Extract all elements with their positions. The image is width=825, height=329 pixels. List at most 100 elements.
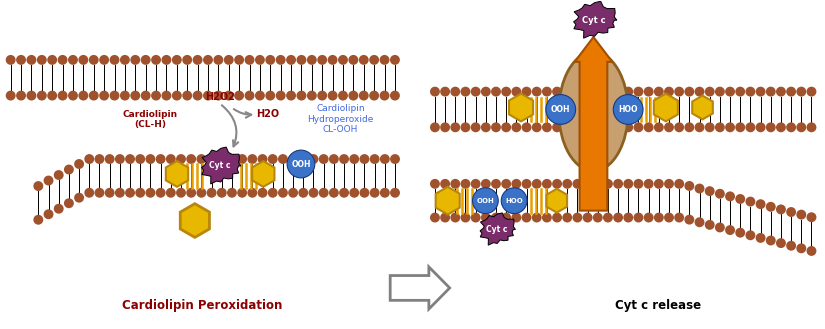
Circle shape xyxy=(542,179,552,189)
Circle shape xyxy=(162,90,172,101)
Circle shape xyxy=(735,228,745,238)
Circle shape xyxy=(563,179,573,189)
Circle shape xyxy=(725,87,735,97)
Circle shape xyxy=(746,87,756,97)
Circle shape xyxy=(390,55,400,65)
Circle shape xyxy=(715,87,725,97)
Circle shape xyxy=(460,213,470,222)
Circle shape xyxy=(26,90,36,101)
Text: OOH: OOH xyxy=(551,105,571,114)
Circle shape xyxy=(360,188,370,198)
Circle shape xyxy=(460,179,470,189)
Text: HOO: HOO xyxy=(619,105,638,114)
Circle shape xyxy=(268,188,278,198)
Circle shape xyxy=(735,87,745,97)
Circle shape xyxy=(370,154,380,164)
Circle shape xyxy=(563,87,573,97)
Circle shape xyxy=(110,55,120,65)
Circle shape xyxy=(491,122,501,132)
Circle shape xyxy=(268,154,278,164)
Circle shape xyxy=(99,55,109,65)
Circle shape xyxy=(573,87,582,97)
Circle shape xyxy=(217,154,227,164)
Circle shape xyxy=(141,55,151,65)
Circle shape xyxy=(807,87,817,97)
Circle shape xyxy=(685,122,695,132)
Circle shape xyxy=(491,213,501,222)
Circle shape xyxy=(450,122,460,132)
Circle shape xyxy=(593,87,603,97)
Circle shape xyxy=(593,179,603,189)
Circle shape xyxy=(521,213,531,222)
Circle shape xyxy=(278,154,288,164)
Circle shape xyxy=(105,154,115,164)
Circle shape xyxy=(563,122,573,132)
Circle shape xyxy=(227,188,237,198)
Circle shape xyxy=(582,122,592,132)
Circle shape xyxy=(68,90,78,101)
Circle shape xyxy=(125,188,135,198)
Circle shape xyxy=(705,220,714,230)
Circle shape xyxy=(47,90,57,101)
Circle shape xyxy=(217,188,227,198)
Circle shape xyxy=(360,154,370,164)
Circle shape xyxy=(715,189,725,199)
Circle shape xyxy=(705,186,714,196)
Circle shape xyxy=(481,87,491,97)
Circle shape xyxy=(450,213,460,222)
Circle shape xyxy=(64,198,74,208)
Circle shape xyxy=(248,154,257,164)
Circle shape xyxy=(369,90,380,101)
Circle shape xyxy=(348,55,358,65)
Circle shape xyxy=(359,55,369,65)
Circle shape xyxy=(542,87,552,97)
Circle shape xyxy=(473,188,498,214)
Circle shape xyxy=(481,213,491,222)
Circle shape xyxy=(786,241,796,251)
Circle shape xyxy=(141,90,151,101)
Circle shape xyxy=(491,87,501,97)
Circle shape xyxy=(339,154,349,164)
Circle shape xyxy=(654,179,664,189)
Circle shape xyxy=(99,90,109,101)
Circle shape xyxy=(573,179,582,189)
Ellipse shape xyxy=(559,52,628,171)
Circle shape xyxy=(286,90,296,101)
Circle shape xyxy=(441,179,450,189)
Circle shape xyxy=(796,87,806,97)
Circle shape xyxy=(37,90,47,101)
Circle shape xyxy=(502,188,527,214)
Circle shape xyxy=(16,90,26,101)
Circle shape xyxy=(203,55,213,65)
Circle shape xyxy=(120,55,130,65)
Circle shape xyxy=(613,95,643,124)
Circle shape xyxy=(613,87,623,97)
Text: Cardiolipin
(CL-H): Cardiolipin (CL-H) xyxy=(123,110,178,129)
Circle shape xyxy=(156,188,166,198)
Circle shape xyxy=(502,179,512,189)
Text: Cyt c: Cyt c xyxy=(486,225,507,234)
Circle shape xyxy=(338,55,348,65)
Circle shape xyxy=(532,179,542,189)
Circle shape xyxy=(664,87,674,97)
Circle shape xyxy=(807,246,817,256)
Circle shape xyxy=(532,122,542,132)
Circle shape xyxy=(695,87,705,97)
Polygon shape xyxy=(390,267,450,309)
Text: H2O2: H2O2 xyxy=(205,91,234,102)
Circle shape xyxy=(512,179,521,189)
Polygon shape xyxy=(252,161,275,187)
Circle shape xyxy=(491,179,501,189)
Circle shape xyxy=(695,184,705,193)
Circle shape xyxy=(328,55,337,65)
Circle shape xyxy=(135,188,145,198)
Circle shape xyxy=(145,154,155,164)
Circle shape xyxy=(593,213,603,222)
Polygon shape xyxy=(166,161,188,187)
Circle shape xyxy=(756,122,766,132)
Circle shape xyxy=(603,179,613,189)
Circle shape xyxy=(766,236,775,245)
Circle shape xyxy=(603,87,613,97)
Circle shape xyxy=(624,179,634,189)
Circle shape xyxy=(196,188,206,198)
